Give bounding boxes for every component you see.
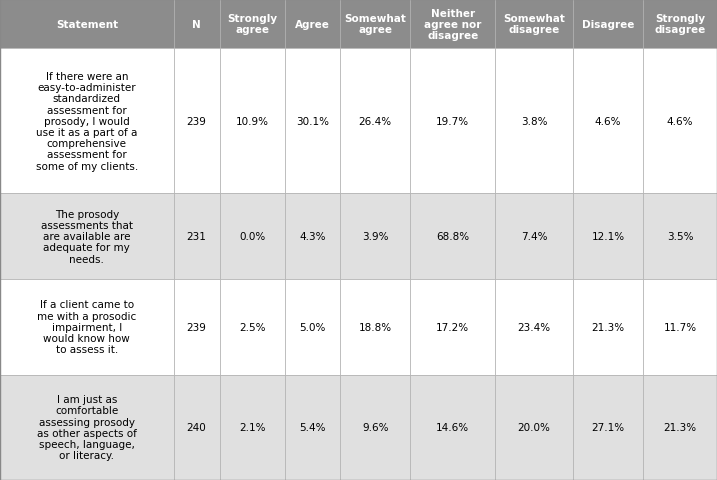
Text: Disagree: Disagree [581, 20, 634, 30]
Bar [495, 49, 573, 194]
Text: 26.4%: 26.4% [358, 117, 391, 127]
Text: 10.9%: 10.9% [236, 117, 269, 127]
Text: 30.1%: 30.1% [296, 117, 329, 127]
Text: 240: 240 [186, 422, 206, 432]
Bar [0, 375, 174, 480]
Text: 21.3%: 21.3% [592, 322, 625, 332]
Text: 231: 231 [186, 232, 206, 242]
Text: The prosody
assessments that
are available are
adequate for my
needs.: The prosody assessments that are availab… [41, 209, 133, 264]
Bar [573, 375, 643, 480]
Text: 4.3%: 4.3% [299, 232, 326, 242]
Text: 21.3%: 21.3% [663, 422, 697, 432]
Text: N: N [192, 20, 201, 30]
Bar [410, 0, 495, 49]
Text: 27.1%: 27.1% [592, 422, 625, 432]
Text: 239: 239 [186, 117, 206, 127]
Bar [643, 375, 717, 480]
Text: 12.1%: 12.1% [592, 232, 625, 242]
Text: 3.9%: 3.9% [362, 232, 389, 242]
Text: 5.4%: 5.4% [299, 422, 326, 432]
Bar [410, 375, 495, 480]
Bar [174, 0, 219, 49]
Bar [573, 49, 643, 194]
Bar [219, 279, 285, 375]
Text: 68.8%: 68.8% [436, 232, 470, 242]
Bar [495, 194, 573, 279]
Text: Strongly
agree: Strongly agree [227, 14, 277, 35]
Text: Neither
agree nor
disagree: Neither agree nor disagree [424, 9, 481, 41]
Bar [219, 194, 285, 279]
Bar [285, 0, 340, 49]
Bar [643, 49, 717, 194]
Bar [340, 0, 410, 49]
Text: Agree: Agree [295, 20, 330, 30]
Text: 14.6%: 14.6% [436, 422, 470, 432]
Text: 2.5%: 2.5% [239, 322, 265, 332]
Bar [643, 0, 717, 49]
Bar [285, 49, 340, 194]
Bar [0, 0, 174, 49]
Text: 4.6%: 4.6% [594, 117, 621, 127]
Bar [219, 49, 285, 194]
Text: I am just as
comfortable
assessing prosody
as other aspects of
speech, language,: I am just as comfortable assessing proso… [37, 395, 137, 460]
Bar [0, 279, 174, 375]
Text: 17.2%: 17.2% [436, 322, 470, 332]
Bar [174, 49, 219, 194]
Text: 20.0%: 20.0% [518, 422, 551, 432]
Text: Somewhat
agree: Somewhat agree [344, 14, 406, 35]
Text: 5.0%: 5.0% [299, 322, 326, 332]
Bar [219, 375, 285, 480]
Text: 19.7%: 19.7% [436, 117, 470, 127]
Bar [285, 279, 340, 375]
Text: Somewhat
disagree: Somewhat disagree [503, 14, 565, 35]
Bar [0, 49, 174, 194]
Text: 3.8%: 3.8% [521, 117, 547, 127]
Bar [410, 194, 495, 279]
Bar [340, 49, 410, 194]
Bar [410, 49, 495, 194]
Bar [573, 279, 643, 375]
Text: 11.7%: 11.7% [663, 322, 697, 332]
Bar [174, 194, 219, 279]
Bar [285, 194, 340, 279]
Text: 239: 239 [186, 322, 206, 332]
Bar [495, 375, 573, 480]
Text: 3.5%: 3.5% [667, 232, 693, 242]
Bar [285, 375, 340, 480]
Text: 23.4%: 23.4% [518, 322, 551, 332]
Bar [174, 279, 219, 375]
Text: 7.4%: 7.4% [521, 232, 547, 242]
Bar [174, 375, 219, 480]
Bar [495, 279, 573, 375]
Bar [219, 0, 285, 49]
Bar [340, 194, 410, 279]
Bar [410, 279, 495, 375]
Bar [573, 0, 643, 49]
Bar [643, 279, 717, 375]
Text: 18.8%: 18.8% [358, 322, 391, 332]
Bar [495, 0, 573, 49]
Text: 9.6%: 9.6% [362, 422, 389, 432]
Bar [340, 375, 410, 480]
Text: 2.1%: 2.1% [239, 422, 265, 432]
Text: If a client came to
me with a prosodic
impairment, I
would know how
to assess it: If a client came to me with a prosodic i… [37, 300, 136, 354]
Bar [340, 279, 410, 375]
Bar [573, 194, 643, 279]
Text: Strongly
disagree: Strongly disagree [655, 14, 706, 35]
Bar [643, 194, 717, 279]
Text: If there were an
easy-to-administer
standardized
assessment for
prosody, I would: If there were an easy-to-administer stan… [36, 72, 138, 171]
Text: 0.0%: 0.0% [239, 232, 265, 242]
Bar [0, 194, 174, 279]
Text: Statement: Statement [56, 20, 118, 30]
Text: 4.6%: 4.6% [667, 117, 693, 127]
